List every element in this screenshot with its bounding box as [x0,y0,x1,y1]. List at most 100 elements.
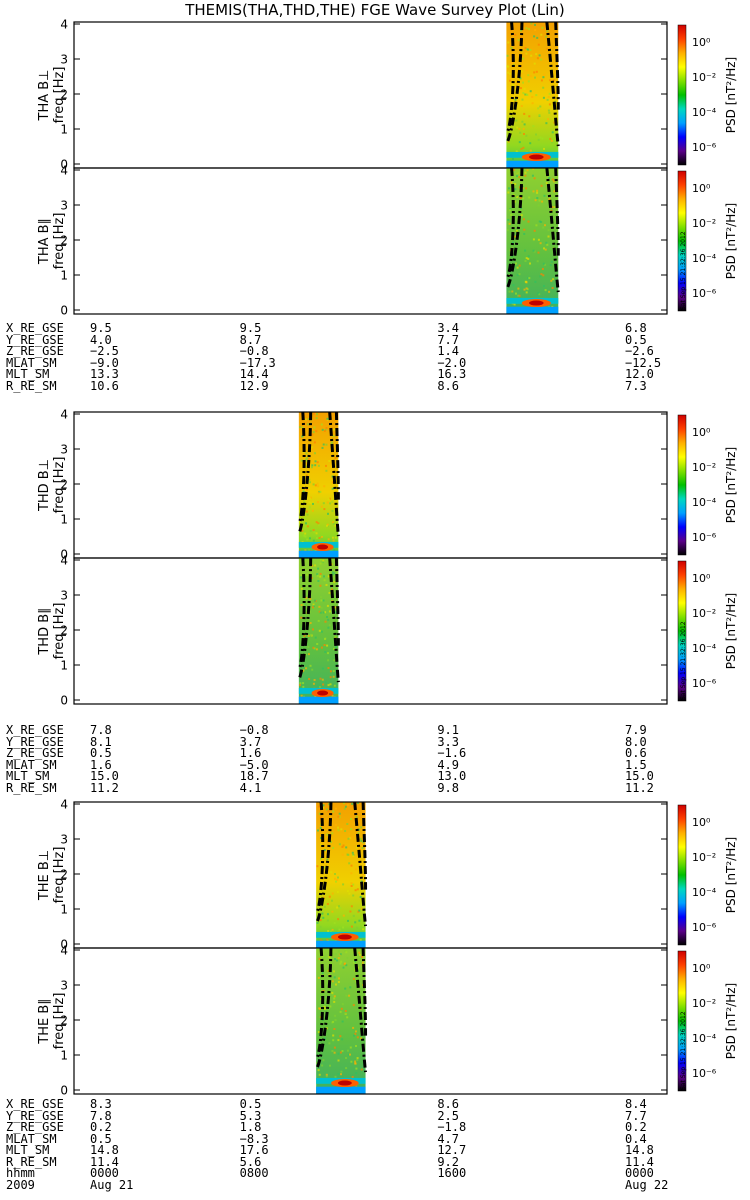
panel-frame [73,167,668,315]
spectrogram-speckle [521,98,524,101]
spectrogram-speckle [317,684,320,687]
orbit-value: 8.7 [239,332,262,347]
spectrogram-speckle [532,190,535,193]
spectrogram-speckle [529,142,532,145]
spectrogram-speckle [331,910,334,913]
spectrogram-speckle [323,485,326,488]
spectrogram-speckle [312,603,315,606]
panel-frame [73,21,668,169]
spectrogram-speckle [507,218,510,221]
spectrogram-speckle [300,427,302,430]
spectrogram-speckle [318,605,321,608]
y-tick-label: 0 [60,158,68,172]
low-frequency-band [506,160,559,168]
spectrogram-speckle [551,178,554,181]
spectrogram-speckle [319,611,322,614]
spectrogram-speckle [517,294,520,297]
spectrogram-speckle [362,961,364,964]
power-hotspot [529,300,544,306]
spectrogram-speckle [347,837,350,840]
y-tick-label: 2 [60,624,68,638]
spectrogram-speckle [326,501,329,504]
spectrogram-speckle [358,919,361,922]
spectrogram-speckle [309,597,312,600]
spectrogram-speckle [302,441,305,444]
spectrogram-speckle [331,694,334,697]
spectrogram-speckle [313,679,316,681]
spectrogram-speckle [317,485,320,488]
spectrogram-speckle [299,584,302,587]
spectrogram-speckle [303,635,306,637]
spectrogram-speckle [334,953,337,955]
spectrogram-speckle [554,100,557,103]
spectrogram-speckle [321,1064,324,1067]
spectrogram-speckle [312,502,314,505]
spectrogram-speckle [522,218,525,221]
spectrogram-speckle [353,977,355,980]
spectrogram-speckle [509,79,511,82]
y-tick-label: 2 [60,868,68,882]
spectrogram-speckle [347,919,349,922]
spectrogram-speckle [319,558,322,561]
spectrogram-speckle [333,428,335,431]
orbit-value: −8.3 [239,1131,269,1146]
spectrogram-speckle [328,591,331,594]
orbit-value: 8.6 [437,378,460,393]
spectrogram-speckle [508,290,511,293]
spectrogram-speckle [506,54,509,57]
orbit-row-label: R_RE_SM [6,1154,57,1169]
spectrogram-speckle [531,102,534,105]
spectrogram-speckle [348,892,351,895]
colorbar-tick-label: 10⁻⁶ [692,677,717,690]
spectrogram-speckle [300,574,303,577]
spectrogram-speckle [311,466,313,469]
orbit-row-label: MLT_SM [6,367,50,381]
spectrogram-speckle [305,597,308,600]
spectrogram-speckle [326,858,329,861]
spectrogram-speckle [321,446,324,449]
spectrogram-speckle [514,34,517,36]
spectrogram-speckle [313,531,316,534]
spectrogram-speckle [330,588,333,591]
spectrogram-speckle [325,427,328,430]
spectrogram-speckle [301,529,304,532]
spectrogram-speckle [339,1035,342,1038]
spectrogram-speckle [309,607,312,609]
spectrogram-speckle [525,27,528,30]
spectrogram-speckle [553,135,555,138]
spectrogram-speckle [350,882,353,885]
spectrogram-speckle [340,960,343,963]
spectrogram-speckle [350,836,353,839]
spectrogram-speckle [512,241,515,244]
spectrogram-speckle [510,116,513,119]
spectrogram-speckle [317,1069,320,1072]
spectrogram-speckle [551,103,554,106]
spectrogram-speckle [355,1085,358,1088]
spectrogram-speckle [525,287,528,290]
spectrogram-speckle [548,111,551,114]
spectrogram-speckle [323,1007,326,1010]
orbit-value: 0.5 [90,746,112,760]
spectrogram-speckle [334,636,337,639]
spectrogram-speckle [305,474,308,477]
spectrogram-body [506,22,559,168]
y-tick-label: 4 [60,408,68,422]
spectrogram-speckle [352,854,355,857]
power-hotspot [317,690,329,696]
spectrogram-speckle [509,209,512,212]
spectrogram-speckle [544,224,546,227]
spectrogram-speckle [341,1050,344,1053]
gyrofrequency-curve [545,21,560,147]
spectrogram-speckle [334,606,337,609]
spectrogram-speckle [518,176,521,178]
spectrogram-speckle [317,491,320,494]
spectrogram-speckle [528,196,531,199]
spectrogram-speckle [322,502,325,505]
spectrogram-speckle [530,54,533,57]
spectrogram-speckle [521,64,524,67]
colorbar-tick-label: 10⁻⁴ [692,106,717,119]
spectrogram-speckle [309,501,312,504]
time-axis-value: 0000 [625,1166,654,1180]
spectrogram-speckle [352,1004,355,1007]
